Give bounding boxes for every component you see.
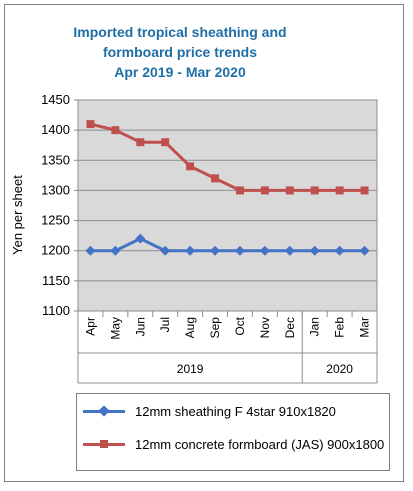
y-axis-ticks: 1100 1150 1200 1250 1300 1350 1400 1450	[41, 92, 78, 318]
year-label: 2019	[177, 362, 204, 376]
x-tick-label: Feb	[333, 317, 347, 338]
data-point	[285, 186, 294, 195]
y-tick-label: 1450	[41, 92, 70, 107]
data-point	[86, 120, 95, 129]
y-tick-label: 1100	[42, 303, 70, 318]
x-tick-label: May	[108, 317, 122, 340]
plot-area	[77, 99, 378, 312]
chart-title-line-2: formboard price trends	[102, 44, 258, 60]
data-point	[160, 245, 171, 256]
legend-marker-square	[100, 440, 108, 448]
legend-label-sheathing: 12mm sheathing F 4star 910x1820	[135, 404, 336, 419]
data-point	[359, 245, 370, 256]
y-tick-label: 1200	[41, 243, 70, 258]
data-point	[161, 138, 170, 147]
x-tick-label: Jul	[158, 317, 172, 332]
data-point	[309, 245, 320, 256]
data-point	[284, 245, 295, 256]
x-tick-label: Nov	[258, 317, 272, 338]
legend-label-formboard: 12mm concrete formboard (JAS) 900x1800	[135, 437, 385, 452]
y-tick-label: 1350	[41, 152, 70, 167]
data-point	[235, 186, 244, 195]
data-point	[210, 245, 221, 256]
x-tick-label: Jan	[308, 317, 322, 336]
data-point	[260, 186, 269, 195]
x-tick-label: Mar	[358, 317, 372, 338]
series-line-1	[90, 122, 365, 192]
data-point	[310, 186, 319, 195]
legend-marker-diamond	[98, 405, 110, 417]
y-tick-label: 1150	[42, 273, 70, 288]
data-point	[136, 138, 145, 147]
x-tick-label: Dec	[283, 317, 297, 338]
data-point	[334, 245, 345, 256]
chart-title-line-1: Imported tropical sheathing and	[73, 24, 287, 40]
x-tick-label: Oct	[233, 316, 247, 335]
y-tick-label: 1400	[41, 122, 70, 137]
data-point	[135, 233, 146, 244]
x-tick-label: Sep	[208, 317, 222, 339]
data-point	[234, 245, 245, 256]
x-axis-categories: Apr May Jun Jul Aug Sep Oct Nov Dec Jan Feb Mar 2019…	[77, 311, 378, 384]
data-point	[185, 245, 196, 256]
data-point	[186, 162, 195, 171]
data-point	[335, 186, 344, 195]
x-tick-label: Apr	[83, 317, 97, 336]
chart-title-line-3: Apr 2019 - Mar 2020	[114, 64, 246, 80]
chart-title: Imported tropical sheathing and formboar…	[0, 22, 360, 82]
data-point	[211, 174, 220, 183]
x-tick-label: Jun	[133, 317, 147, 336]
series-group	[85, 120, 370, 256]
year-label: 2020	[326, 362, 353, 376]
data-point	[111, 126, 120, 135]
y-tick-label: 1300	[41, 182, 70, 197]
data-point	[85, 245, 96, 256]
data-point	[110, 245, 121, 256]
data-point	[360, 186, 369, 195]
legend: 12mm sheathing F 4star 910x1820 12mm con…	[76, 393, 390, 471]
data-point	[259, 245, 270, 256]
y-tick-label: 1250	[41, 213, 70, 228]
x-tick-label: Aug	[183, 317, 197, 338]
